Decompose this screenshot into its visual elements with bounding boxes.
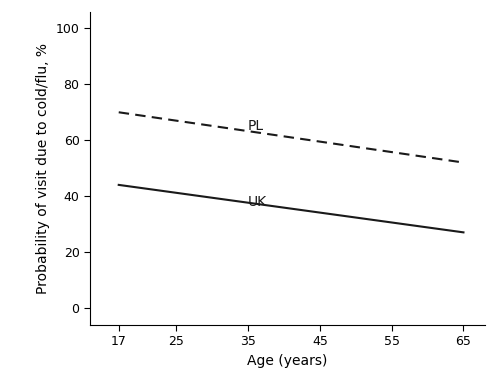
Text: PL: PL: [248, 119, 264, 133]
Y-axis label: Probability of visit due to cold/flu, %: Probability of visit due to cold/flu, %: [36, 43, 50, 294]
Text: UK: UK: [248, 195, 267, 209]
X-axis label: Age (years): Age (years): [248, 353, 328, 368]
